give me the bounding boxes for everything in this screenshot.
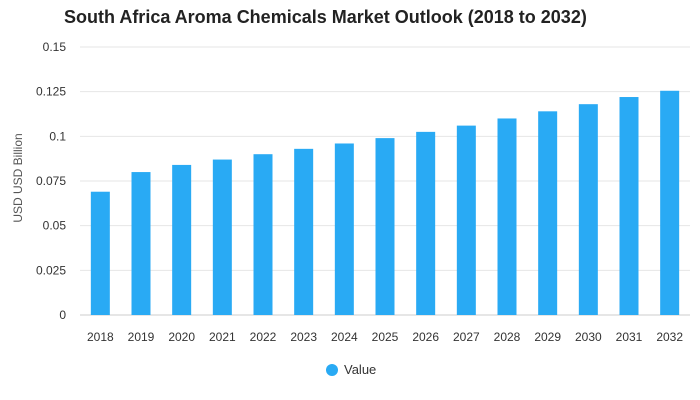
x-tick-label: 2023 (290, 330, 317, 344)
bar-2031[interactable] (619, 97, 639, 315)
y-tick-label: 0.05 (43, 219, 67, 233)
bar-2026[interactable] (416, 131, 436, 315)
y-tick-label: 0.075 (36, 174, 66, 188)
bar-2022[interactable] (253, 154, 273, 315)
y-tick-label: 0.025 (36, 263, 66, 277)
chart-title: South Africa Aroma Chemicals Market Outl… (64, 7, 587, 27)
y-tick-label: 0.125 (36, 85, 66, 99)
x-tick-label: 2031 (616, 330, 643, 344)
x-tick-label: 2022 (250, 330, 277, 344)
x-tick-label: 2024 (331, 330, 358, 344)
bar-2028[interactable] (497, 118, 517, 315)
x-tick-label: 2026 (412, 330, 439, 344)
legend-swatch-value (326, 363, 338, 376)
legend-label-value: Value (344, 362, 377, 377)
x-tick-label: 2028 (494, 330, 521, 344)
bar-2024[interactable] (334, 143, 354, 315)
x-tick-label: 2027 (453, 330, 480, 344)
bar-2027[interactable] (456, 125, 476, 315)
y-axis-label: USD USD Billion (11, 133, 25, 222)
x-tick-label: 2030 (575, 330, 602, 344)
y-tick-label: 0.15 (43, 40, 67, 54)
x-tick-label: 2021 (209, 330, 236, 344)
bar-2018[interactable] (90, 191, 110, 315)
bar-2029[interactable] (538, 111, 558, 315)
bar-2025[interactable] (375, 138, 395, 315)
x-tick-label: 2019 (128, 330, 155, 344)
x-tick-label: 2032 (656, 330, 683, 344)
bar-2021[interactable] (212, 159, 232, 315)
bar-2030[interactable] (578, 104, 598, 315)
bar-2019[interactable] (131, 172, 151, 315)
legend: Value (326, 362, 376, 377)
bar-2023[interactable] (294, 148, 314, 315)
x-tick-label: 2018 (87, 330, 114, 344)
y-tick-label: 0 (59, 308, 66, 322)
y-tick-label: 0.1 (49, 129, 66, 143)
x-tick-label: 2029 (534, 330, 561, 344)
bar-2020[interactable] (172, 164, 192, 315)
x-tick-label: 2020 (168, 330, 195, 344)
bar-2032[interactable] (660, 90, 680, 315)
x-tick-label: 2025 (372, 330, 399, 344)
